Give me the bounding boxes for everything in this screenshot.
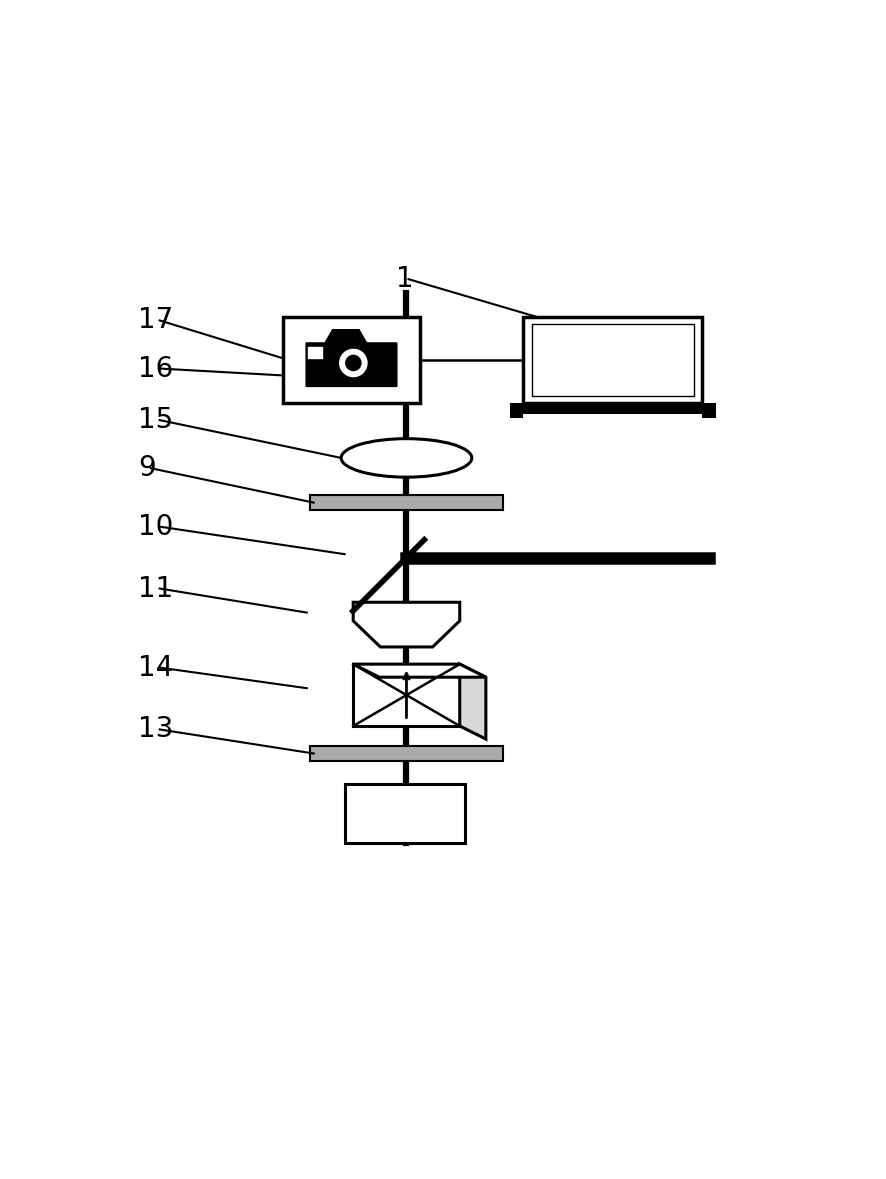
- Text: 15: 15: [138, 406, 174, 434]
- Bar: [307, 348, 322, 358]
- Bar: [523, 317, 702, 403]
- Text: 10: 10: [138, 513, 174, 541]
- Polygon shape: [353, 664, 486, 677]
- Bar: [283, 317, 420, 403]
- Bar: [310, 495, 502, 511]
- Bar: [344, 784, 464, 843]
- Bar: [509, 403, 715, 419]
- Text: 13: 13: [138, 716, 174, 744]
- Ellipse shape: [341, 439, 471, 477]
- Bar: [353, 664, 459, 726]
- Circle shape: [346, 355, 361, 370]
- Circle shape: [333, 343, 373, 383]
- Text: 9: 9: [138, 454, 156, 482]
- Text: 11: 11: [138, 574, 174, 602]
- Polygon shape: [306, 330, 396, 387]
- Text: 14: 14: [138, 653, 174, 681]
- Polygon shape: [459, 664, 486, 739]
- Bar: [310, 746, 502, 762]
- Polygon shape: [353, 602, 459, 647]
- Bar: [523, 414, 702, 419]
- Text: 16: 16: [138, 355, 174, 382]
- Text: 1: 1: [396, 265, 413, 294]
- Circle shape: [339, 349, 367, 376]
- Bar: [531, 324, 693, 396]
- Text: 17: 17: [138, 307, 174, 335]
